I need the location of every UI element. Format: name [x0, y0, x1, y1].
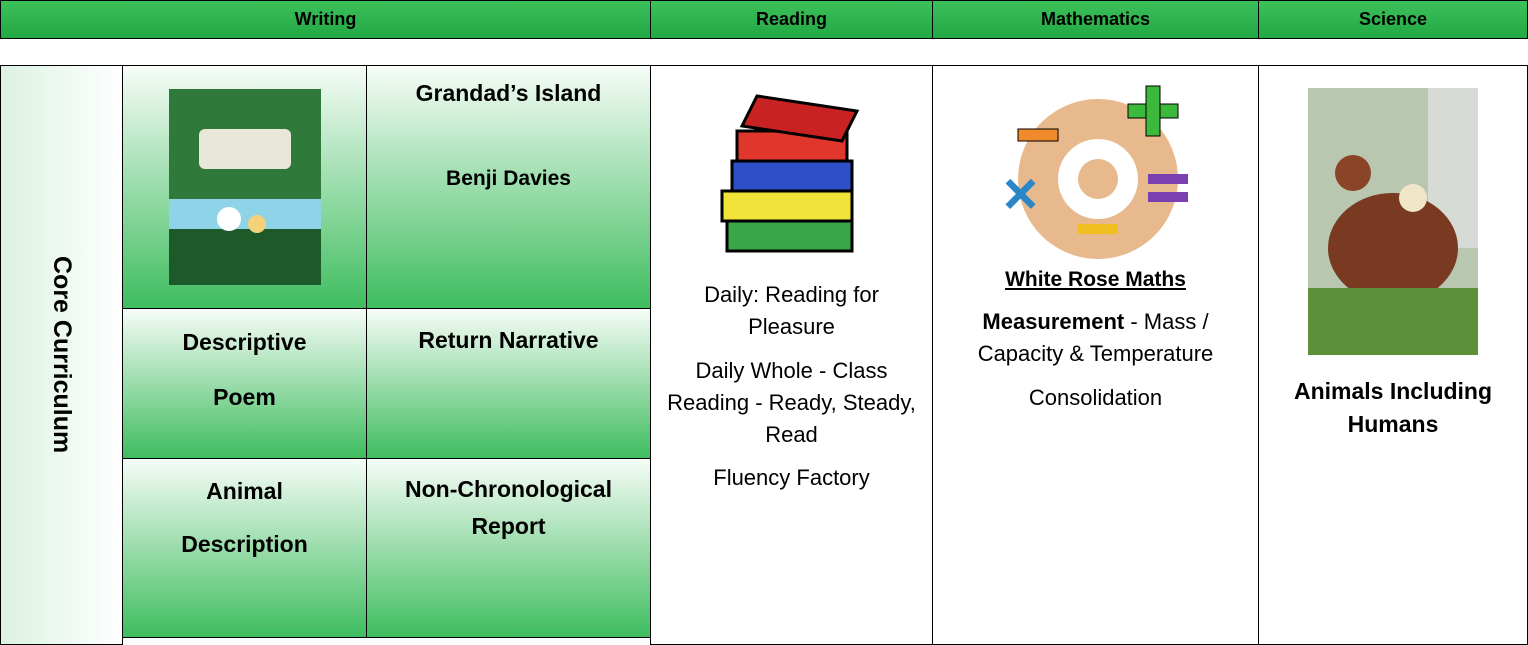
unit-cell: Non-Chronological Report [366, 458, 651, 638]
unit-cell: Return Narrative [366, 308, 651, 459]
maths-topic-block: Measurement - Mass / Capacity & Temperat… [951, 306, 1241, 370]
unit-cell: Animal Description [122, 458, 367, 638]
unit: Descriptive Poem [182, 329, 307, 411]
reading-item: Daily: Reading for Pleasure [704, 282, 879, 339]
book-cover [168, 89, 321, 285]
unit-cell: Descriptive Poem [122, 308, 367, 459]
reading-item: Daily Whole - Class Reading - Ready, Ste… [667, 357, 916, 447]
header-cell: Science [1258, 0, 1528, 39]
header: Science [1358, 9, 1428, 29]
science-cell: Animals Including Humans [1258, 65, 1528, 645]
books-image [720, 94, 859, 253]
reading-cell: Daily: Reading for Pleasure Daily Whole … [650, 65, 933, 645]
header: Mathematics [1040, 9, 1151, 29]
maths-topic-detail: - Mass / Capacity & Temperature [977, 309, 1214, 366]
cover-cell [122, 65, 367, 309]
unit: Return Narrative [418, 327, 599, 353]
header: Reading [755, 9, 827, 29]
header-cell: Mathematics [932, 0, 1259, 39]
unit: Non-Chronological Report [405, 476, 612, 539]
header: Writing [294, 9, 357, 29]
book-title: Grandad’s Island [415, 80, 602, 106]
header-cell: Writing [0, 0, 651, 39]
science-image [1308, 88, 1478, 355]
header-cell: Reading [650, 0, 933, 39]
row-label-cell: Core Curriculum [0, 65, 123, 645]
maths-topic: Measurement [982, 309, 1125, 334]
book-author: Benji Davies [446, 167, 571, 190]
maths-cell: × White Rose Maths Measurement - Mass / … [932, 65, 1259, 645]
maths-scheme: White Rose Maths [1005, 268, 1186, 291]
row-label: Core Curriculum [48, 256, 76, 454]
maths-image: × [1003, 85, 1188, 259]
reading-item: Fluency Factory [713, 465, 870, 491]
science-topic: Animals Including Humans [1293, 378, 1493, 438]
unit: Animal Description [181, 478, 308, 557]
maths-extra: Consolidation [1028, 384, 1163, 410]
book-cell: Grandad’s Island Benji Davies [366, 65, 651, 309]
svg-text:×: × [1003, 160, 1038, 227]
